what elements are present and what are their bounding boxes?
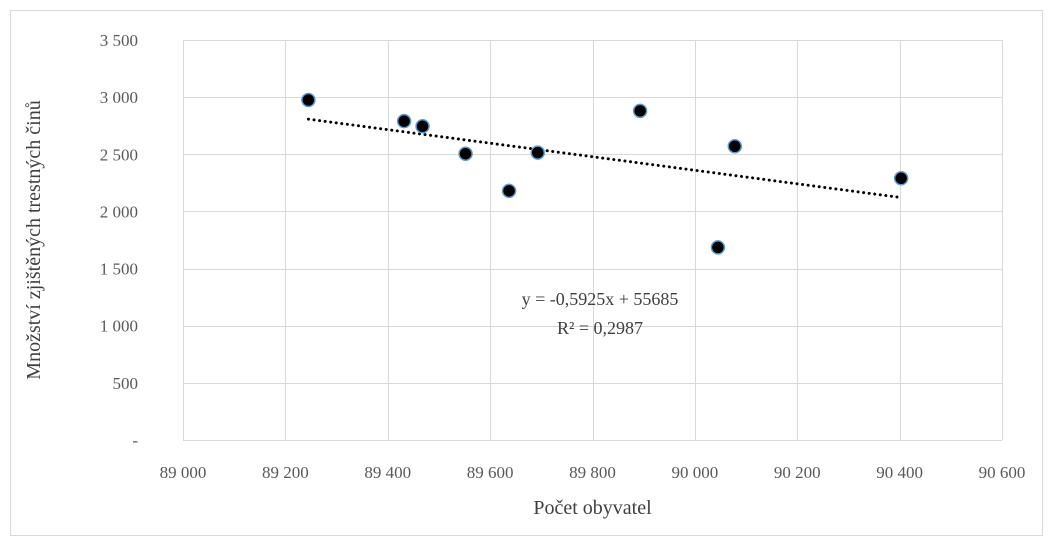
axes: 89 000 89 200 89 400 89 600 89 800 90 000 90 2… — [100, 31, 1026, 482]
trendline-r2-label: R² = 0,2987 — [557, 318, 643, 338]
data-points — [301, 92, 909, 255]
y-tick-label: 1 000 — [100, 317, 138, 336]
grid-lines — [183, 40, 1003, 441]
trendline-equation-label: y = -0,5925x + 55685 — [522, 289, 679, 309]
chart-frame — [10, 10, 1043, 536]
data-point — [727, 139, 743, 154]
y-tick-label: 500 — [113, 374, 139, 393]
x-tick-label: 90 400 — [876, 463, 923, 482]
data-point — [301, 92, 316, 108]
data-point — [415, 119, 430, 134]
y-tick-label: 3 000 — [100, 88, 138, 107]
x-tick-label: 89 400 — [364, 463, 411, 482]
data-point — [396, 113, 412, 129]
x-tick-label: 90 200 — [774, 463, 821, 482]
x-tick-label: 89 600 — [467, 463, 514, 482]
data-point — [893, 171, 909, 186]
y-tick-label: 1 500 — [100, 260, 138, 279]
y-tick-label: 2 000 — [100, 202, 138, 221]
data-point — [458, 146, 473, 161]
x-axis-title: Počet obyvatel — [533, 497, 652, 519]
x-tick-label: 89 800 — [569, 463, 616, 482]
x-tick-label: 89 200 — [262, 463, 309, 482]
trendline-group — [306, 117, 903, 200]
y-tick-label: 2 500 — [100, 145, 138, 164]
x-tick-label: 90 600 — [979, 463, 1026, 482]
x-tick-label: 90 000 — [672, 463, 719, 482]
trendline — [306, 117, 903, 200]
y-tick-label: 3 500 — [100, 31, 138, 50]
data-point — [710, 240, 726, 255]
y-tick-label: - — [132, 431, 138, 450]
data-point — [530, 145, 545, 160]
data-point — [632, 103, 648, 119]
y-axis-title: Množství zjištěných trestných činů — [23, 100, 45, 379]
labels: Počet obyvatel Množství zjištěných trest… — [23, 100, 678, 519]
data-point — [501, 183, 517, 199]
x-tick-label: 89 000 — [160, 463, 207, 482]
